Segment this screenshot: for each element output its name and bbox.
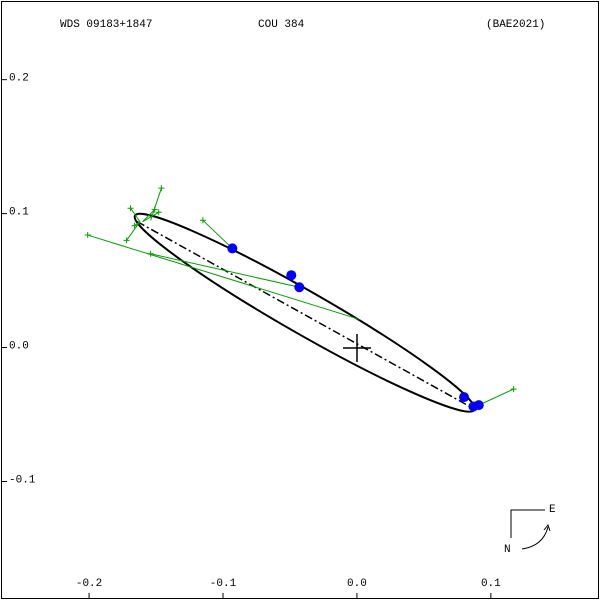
y-tick-label: 0.2	[9, 73, 29, 85]
observation-point	[459, 392, 470, 403]
residual-line	[150, 188, 162, 221]
x-tick-label: 0.1	[481, 578, 501, 590]
residual-line	[150, 253, 300, 288]
x-tick-label: -0.1	[210, 578, 237, 590]
measure-point	[131, 222, 138, 229]
residual-line	[134, 221, 141, 227]
residual-line	[142, 211, 159, 223]
compass-arrow	[521, 526, 549, 550]
x-tick-label: 0.0	[347, 578, 367, 590]
measure-point	[127, 205, 134, 212]
measure-point	[199, 217, 206, 224]
observation-point	[473, 400, 484, 411]
compass-axes	[510, 509, 545, 538]
observation-point	[227, 243, 238, 254]
observation-point	[286, 270, 297, 281]
x-tick-label: -0.2	[76, 578, 102, 590]
residual-line	[87, 234, 360, 320]
compass-east: E	[549, 504, 556, 516]
measure-point	[158, 185, 165, 192]
measure-point	[510, 386, 517, 393]
residual-line	[126, 221, 141, 241]
header-text: WDS 09183+1847	[60, 19, 152, 31]
header-text: COU 384	[258, 19, 305, 31]
header-text: (BAE2021)	[486, 19, 545, 31]
measure-point	[155, 209, 162, 216]
compass-north: N	[504, 544, 511, 556]
compass	[510, 509, 551, 550]
origin-cross	[343, 334, 371, 362]
residual-line	[130, 207, 141, 222]
measure-point	[84, 232, 91, 239]
y-tick-label: 0.1	[9, 207, 29, 219]
residual-line	[478, 388, 514, 406]
y-tick-label: -0.1	[9, 474, 36, 486]
measure-point	[147, 250, 154, 257]
residual-line	[142, 209, 156, 223]
residual-line	[202, 219, 233, 249]
measure-point	[123, 237, 130, 244]
y-tick-label: 0.0	[9, 340, 29, 352]
orbit-ellipse	[133, 212, 476, 413]
compass-arrowhead	[543, 523, 551, 532]
measure-point	[151, 206, 158, 213]
observation-point	[294, 282, 305, 293]
line-of-nodes	[136, 220, 473, 409]
